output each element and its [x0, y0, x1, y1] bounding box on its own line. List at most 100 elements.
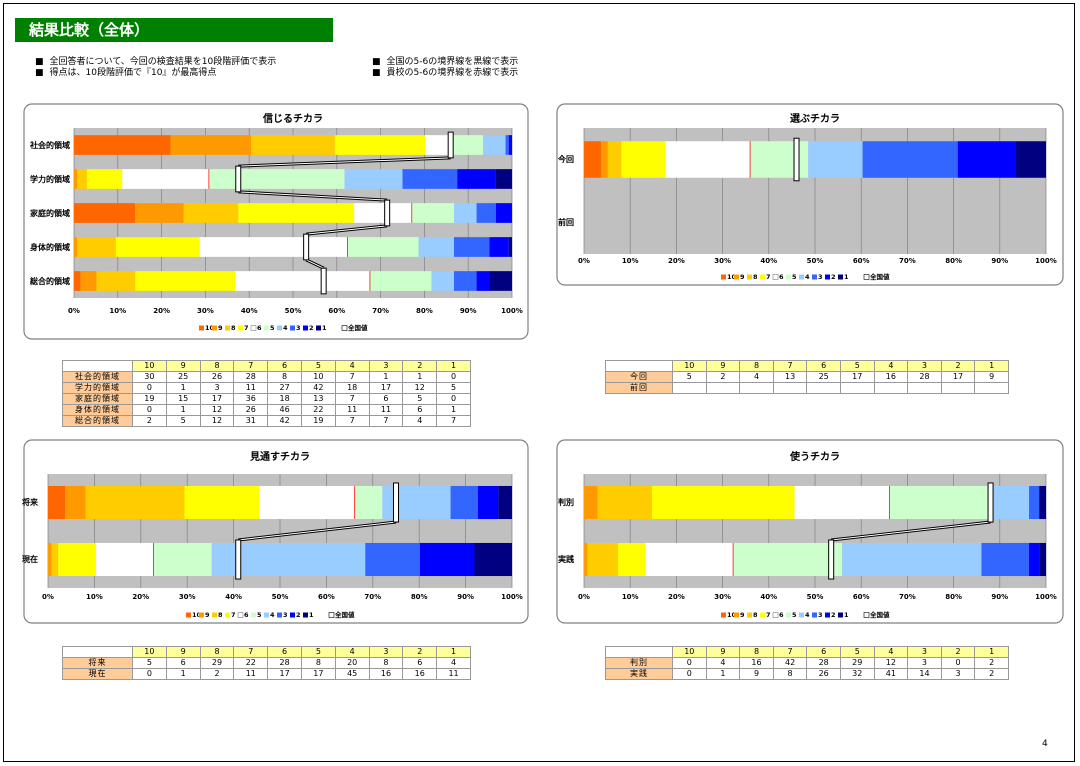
table-header-cell: 2: [940, 360, 976, 372]
x-tick-label: 60%: [328, 307, 345, 315]
table-header-cell: 7: [772, 646, 808, 658]
table-cell: 4: [436, 657, 471, 669]
legend-label: 7: [244, 324, 249, 332]
x-tick-label: 10%: [622, 257, 639, 265]
table-header-cell: 1: [974, 360, 1009, 372]
table-row: 身体的領域 0 1 12 26 46 22 11 11 6 1: [62, 404, 471, 416]
category-label: 学力的領域: [30, 174, 70, 184]
table-cell: 0: [132, 382, 167, 394]
table-row: 家庭的領域 19 15 17 36 18 13 7 6 5 0: [62, 393, 471, 405]
x-tick-label: 20%: [153, 307, 170, 315]
table-header-cell: 5: [300, 360, 336, 372]
legend-label: 7: [231, 611, 236, 619]
table-cell: 46: [267, 404, 302, 416]
table-cell: 16: [368, 668, 404, 680]
table-cell: 25: [165, 371, 201, 383]
chart-title: 信じるチカラ: [262, 112, 323, 125]
table-cell: 36: [233, 393, 269, 405]
x-tick-label: 50%: [285, 307, 302, 315]
x-tick-label: 80%: [945, 257, 962, 265]
legend-label: 6: [779, 273, 784, 281]
table-header-cell: 7: [233, 360, 269, 372]
bar-segment: [96, 271, 136, 291]
legend-label: 3: [818, 273, 823, 281]
table-cell: 5: [165, 415, 201, 427]
bar-segment: [1015, 141, 1046, 178]
table-cell: 4: [402, 415, 438, 427]
table-header-row: 10 9 8 7 6 5 4 3 2 1: [605, 360, 1009, 372]
table-header-cell: 6: [267, 360, 302, 372]
bar-segment: [733, 542, 843, 577]
legend-label: 全国値: [335, 610, 355, 619]
bar-segment: [584, 141, 601, 178]
bar-segment: [95, 542, 154, 577]
table-row-label: 家庭的領域: [62, 393, 133, 405]
bar-segment: [199, 237, 348, 257]
category-label: 社会的領域: [30, 140, 70, 150]
legend-swatch: [212, 325, 217, 331]
table-cell: 42: [772, 657, 808, 669]
table-cell: 11: [334, 404, 370, 416]
bar-segment: [382, 485, 451, 520]
legend-swatch: [303, 612, 308, 618]
x-tick-label: 30%: [197, 307, 214, 315]
bar-segment: [402, 169, 458, 189]
category-label: 実践: [558, 555, 574, 564]
x-tick-label: 40%: [760, 257, 777, 265]
table-cell: 6: [165, 657, 201, 669]
bar-segment: [135, 203, 184, 223]
table-cell: 1: [165, 404, 201, 416]
category-label: 現在: [22, 555, 38, 564]
table-cell: 15: [165, 393, 201, 405]
table-cell: [839, 382, 875, 394]
legend-label: 全国値: [348, 323, 368, 332]
bar-segment: [153, 542, 212, 577]
bar-segment: [607, 141, 622, 178]
national-marker: [320, 267, 327, 295]
x-tick-label: 90%: [457, 593, 474, 601]
legend-swatch: [290, 612, 295, 618]
table-cell: 1: [368, 371, 404, 383]
table-cell: 28: [907, 371, 942, 383]
bar-segment: [498, 485, 512, 520]
table-corner-cell: [605, 360, 673, 372]
legend-label: 3: [296, 324, 301, 332]
legend-label: 5: [792, 273, 797, 281]
national-connector: [238, 157, 451, 167]
bar-segment: [474, 542, 512, 577]
table-header-cell: 3: [368, 360, 404, 372]
x-tick-label: 80%: [945, 593, 962, 601]
table-header-row: 10 9 8 7 6 5 4 3 2 1: [605, 646, 1009, 658]
bar-segment: [483, 135, 506, 155]
legend-label: 1: [309, 611, 314, 619]
bar-segment: [454, 237, 490, 257]
table-header-cell: 2: [402, 360, 438, 372]
table-row: 学力的領域 0 1 3 11 27 42 18 17 12 5: [62, 382, 471, 394]
legend-swatch: [863, 612, 870, 618]
table-cell: 29: [839, 657, 875, 669]
table-header-cell: 9: [705, 360, 741, 372]
x-tick-label: 10%: [109, 307, 126, 315]
table-header-cell: 10: [672, 360, 707, 372]
bar-segment: [587, 542, 618, 577]
legend-swatch: [721, 274, 726, 280]
table-cell: 0: [940, 657, 976, 669]
national-marker: [303, 233, 310, 261]
table-cell: [873, 382, 909, 394]
table-cell: 0: [672, 668, 707, 680]
table-header-cell: 4: [334, 360, 370, 372]
table-cell: 1: [402, 371, 438, 383]
table-row-label: 現在: [62, 668, 133, 680]
bar-segment: [334, 135, 426, 155]
legend-swatch: [237, 612, 244, 618]
table-corner-cell: [62, 646, 133, 658]
legend-swatch: [786, 274, 791, 280]
x-tick-label: 0%: [42, 593, 54, 601]
legend-label: 3: [818, 611, 823, 619]
legend-swatch: [721, 612, 726, 618]
bar-segment: [425, 135, 451, 155]
national-marker: [384, 199, 391, 227]
bar-segment: [476, 203, 496, 223]
bar-segment: [355, 485, 383, 520]
bar-segment: [235, 271, 371, 291]
